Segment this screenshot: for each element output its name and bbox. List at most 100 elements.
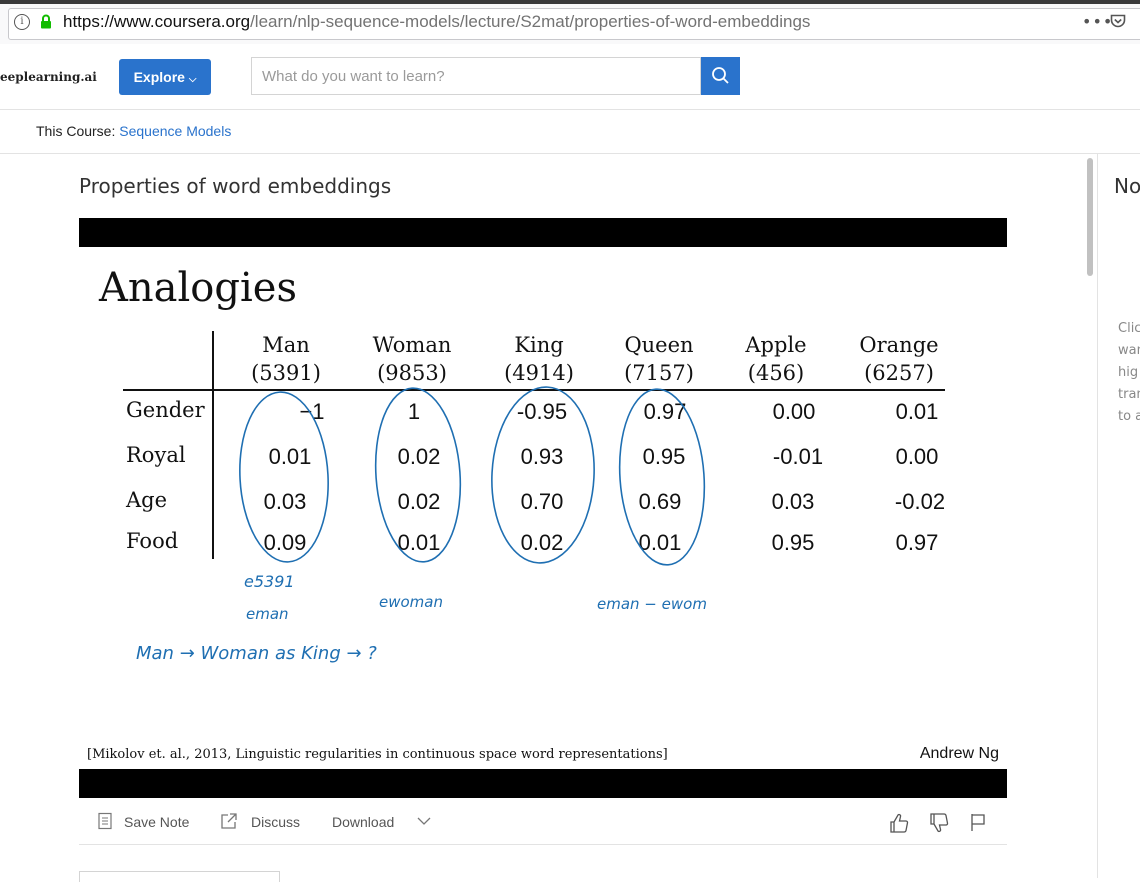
col-header-man: Man (5391) — [226, 331, 346, 387]
notes-panel: No Clic wan hig tran to a — [1097, 154, 1140, 878]
table-cell: 0.02 — [397, 489, 441, 514]
circle-king-column — [491, 386, 595, 564]
notes-panel-text: Clic wan hig tran to a — [1118, 318, 1140, 428]
course-breadcrumb: This Course: Sequence Models — [36, 123, 231, 139]
row-header-age: Age — [126, 488, 168, 512]
slide-frame: Analogies Man (5391) Woman (9853) King (491… — [79, 247, 1007, 769]
table-cell: -0.01 — [772, 444, 824, 469]
flag-icon[interactable] — [969, 812, 987, 832]
col-index: (6257) — [864, 361, 934, 385]
slide-citation: [Mikolov et. al., 2013, Linguistic regul… — [87, 747, 668, 762]
col-header-king: King (4914) — [479, 331, 599, 387]
circle-woman-column — [374, 387, 462, 563]
table-cell: 0.97 — [643, 399, 687, 424]
handwritten-annotations: e5391 eman ewoman eman − ewom Man → Woma… — [136, 386, 707, 664]
col-word: Queen — [624, 333, 694, 357]
col-word: Woman — [372, 333, 452, 357]
brand-logo[interactable]: eeplearning.ai — [0, 70, 97, 84]
slide-author: Andrew Ng — [919, 745, 999, 762]
table-cell: 0.00 — [895, 444, 939, 469]
page-actions-icon[interactable]: ••• — [1082, 12, 1114, 31]
col-index: (5391) — [251, 361, 321, 385]
url-domain: https://www.coursera.org — [63, 12, 251, 31]
search-icon — [712, 67, 729, 84]
info-icon[interactable]: i — [14, 14, 30, 30]
notes-line: to a — [1118, 409, 1140, 424]
table-cell: 0.01 — [397, 530, 441, 555]
col-index: (9853) — [377, 361, 447, 385]
chevron-down-icon[interactable] — [417, 816, 431, 826]
table-cell: 0.69 — [638, 489, 682, 514]
notes-panel-title: No — [1114, 174, 1140, 198]
thumbs-down-icon[interactable] — [929, 812, 949, 834]
address-bar[interactable] — [8, 8, 1140, 40]
lock-icon — [41, 14, 51, 29]
chevron-down-icon: ⌵ — [188, 74, 197, 85]
col-word: Orange — [859, 333, 939, 357]
note-icon — [98, 812, 112, 830]
table-cell: -0.02 — [894, 489, 946, 514]
hand-diff: eman − ewom — [597, 595, 707, 613]
table-cell: 1 — [407, 399, 421, 424]
col-header-orange: Orange (6257) — [839, 331, 959, 387]
slide-title: Analogies — [99, 265, 297, 311]
row-header-royal: Royal — [126, 443, 186, 467]
course-prefix: This Course: — [36, 123, 120, 139]
scrollbar-thumb[interactable] — [1087, 158, 1093, 276]
table-cell: 0.97 — [895, 530, 939, 555]
col-word: King — [514, 333, 564, 357]
notes-line: hig — [1118, 365, 1139, 380]
circle-queen-column — [618, 388, 706, 566]
table-cell: 0.70 — [520, 489, 564, 514]
col-index: (4914) — [504, 361, 574, 385]
table-cell: 0.02 — [520, 530, 564, 555]
discuss-button[interactable]: Discuss — [251, 814, 301, 830]
table-cell: 0.03 — [263, 489, 307, 514]
window-top-edge — [0, 0, 1140, 4]
hand-eman: eman — [246, 605, 289, 623]
url-path: /learn/nlp-sequence-models/lecture/S2mat… — [250, 12, 811, 31]
search-input[interactable] — [251, 57, 701, 95]
col-index: (456) — [747, 361, 805, 385]
table-cell: 0.09 — [263, 530, 307, 555]
url-text[interactable]: https://www.coursera.org/learn/nlp-seque… — [63, 12, 810, 32]
explore-label: Explore — [133, 69, 185, 85]
row-header-food: Food — [126, 529, 179, 553]
thumbs-up-icon[interactable] — [889, 812, 909, 834]
col-word: Man — [262, 333, 310, 357]
divider — [0, 153, 1140, 154]
table-cell: 0.03 — [771, 489, 815, 514]
table-cell: 0.93 — [520, 444, 564, 469]
col-word: Apple — [745, 333, 807, 357]
explore-button[interactable]: Explore ⌵ — [119, 59, 211, 95]
col-header-woman: Woman (9853) — [352, 331, 472, 387]
course-link[interactable]: Sequence Models — [119, 123, 232, 139]
row-header-gender: Gender — [126, 398, 205, 422]
site-header: eeplearning.ai Explore ⌵ — [0, 44, 1140, 110]
table-cell: 0.00 — [772, 399, 816, 424]
table-cell: 0.95 — [771, 530, 815, 555]
hand-e5391: e5391 — [244, 572, 295, 591]
save-note-button[interactable]: Save Note — [124, 814, 190, 830]
col-header-apple: Apple (456) — [716, 331, 836, 387]
table-cell: 0.01 — [268, 444, 312, 469]
download-button[interactable]: Download — [332, 814, 395, 830]
table-cell: 0.01 — [638, 530, 682, 555]
hand-ewoman: ewoman — [379, 593, 443, 611]
next-section-stub — [79, 871, 280, 882]
hand-analogy: Man → Woman as King → ? — [136, 643, 377, 664]
table-cell: 0.95 — [642, 444, 686, 469]
notes-line: Clic — [1118, 321, 1140, 336]
table-cell: 0.01 — [895, 399, 939, 424]
browser-toolbar: i https://www.coursera.org/learn/nlp-seq… — [0, 0, 1140, 45]
col-index: (7157) — [624, 361, 694, 385]
col-header-queen: Queen (7157) — [599, 331, 719, 387]
table-cell: 0.02 — [397, 444, 441, 469]
external-link-icon — [221, 813, 237, 829]
circle-man-column — [239, 391, 329, 563]
video-player[interactable]: Analogies Man (5391) Woman (9853) King (491… — [79, 218, 1007, 798]
search-button[interactable] — [701, 57, 740, 95]
lecture-toolbar: Save Note Discuss Download — [79, 800, 1007, 845]
pocket-icon[interactable] — [1110, 14, 1126, 29]
notes-line: wan — [1118, 343, 1140, 358]
